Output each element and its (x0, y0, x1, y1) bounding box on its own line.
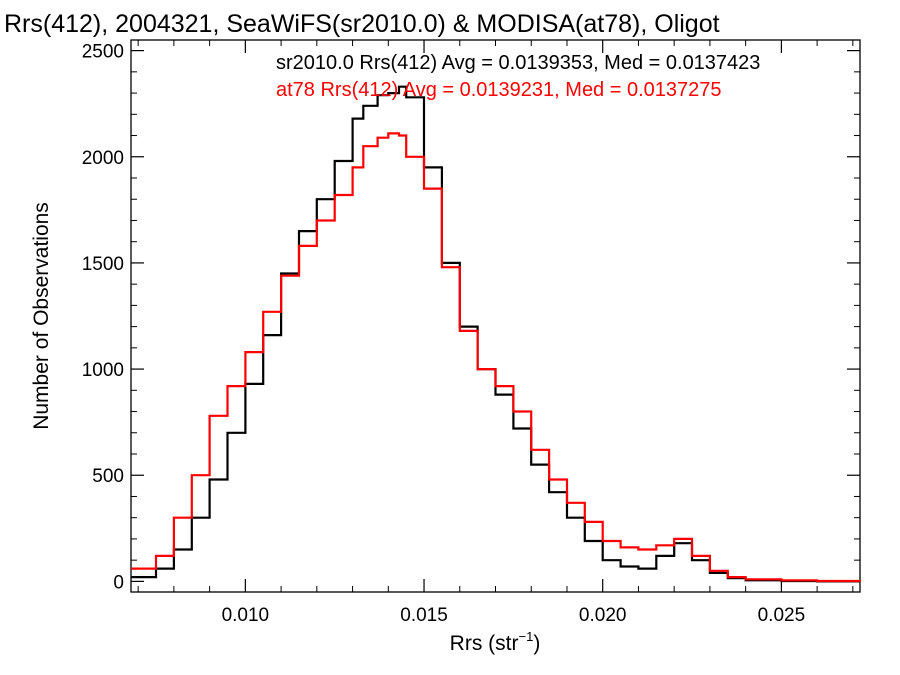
y-tick-label: 2500 (82, 42, 124, 63)
annotation-sr2010: sr2010.0 Rrs(412) Avg = 0.0139353, Med =… (276, 52, 760, 74)
annotation-at78: at78 Rrs(412) Avg = 0.0139231, Med = 0.0… (276, 79, 722, 101)
x-axis-label-superscript: −1 (519, 629, 534, 644)
x-tick-label: 0.025 (758, 605, 806, 626)
series-line-0 (131, 85, 860, 583)
x-tick-label: 0.015 (400, 605, 448, 626)
y-tick-label: 1500 (82, 254, 124, 275)
tick-marks (131, 40, 860, 592)
x-tick-labels: 0.010 0.015 0.020 0.025 (222, 605, 806, 626)
x-axis-label: Rrs (str−1) (450, 629, 541, 655)
y-tick-label: 1000 (82, 360, 124, 381)
series-line-1 (131, 132, 862, 583)
x-tick-label: 0.020 (579, 605, 627, 626)
plot-frame (130, 39, 861, 593)
series-layer (131, 85, 862, 583)
plot-area (130, 39, 862, 593)
y-tick-label: 500 (92, 466, 124, 487)
y-axis-label: Number of Observations (30, 202, 53, 430)
y-tick-label: 2000 (82, 148, 124, 169)
y-tick-label: 0 (113, 572, 124, 593)
chart-title: Rrs(412), 2004321, SeaWiFS(sr2010.0) & M… (4, 10, 720, 38)
x-axis-label-end: ) (533, 632, 540, 655)
x-tick-label: 0.010 (222, 605, 270, 626)
x-axis-label-base: Rrs (str (450, 632, 519, 655)
y-tick-labels: 0 500 1000 1500 2000 2500 (82, 42, 124, 594)
